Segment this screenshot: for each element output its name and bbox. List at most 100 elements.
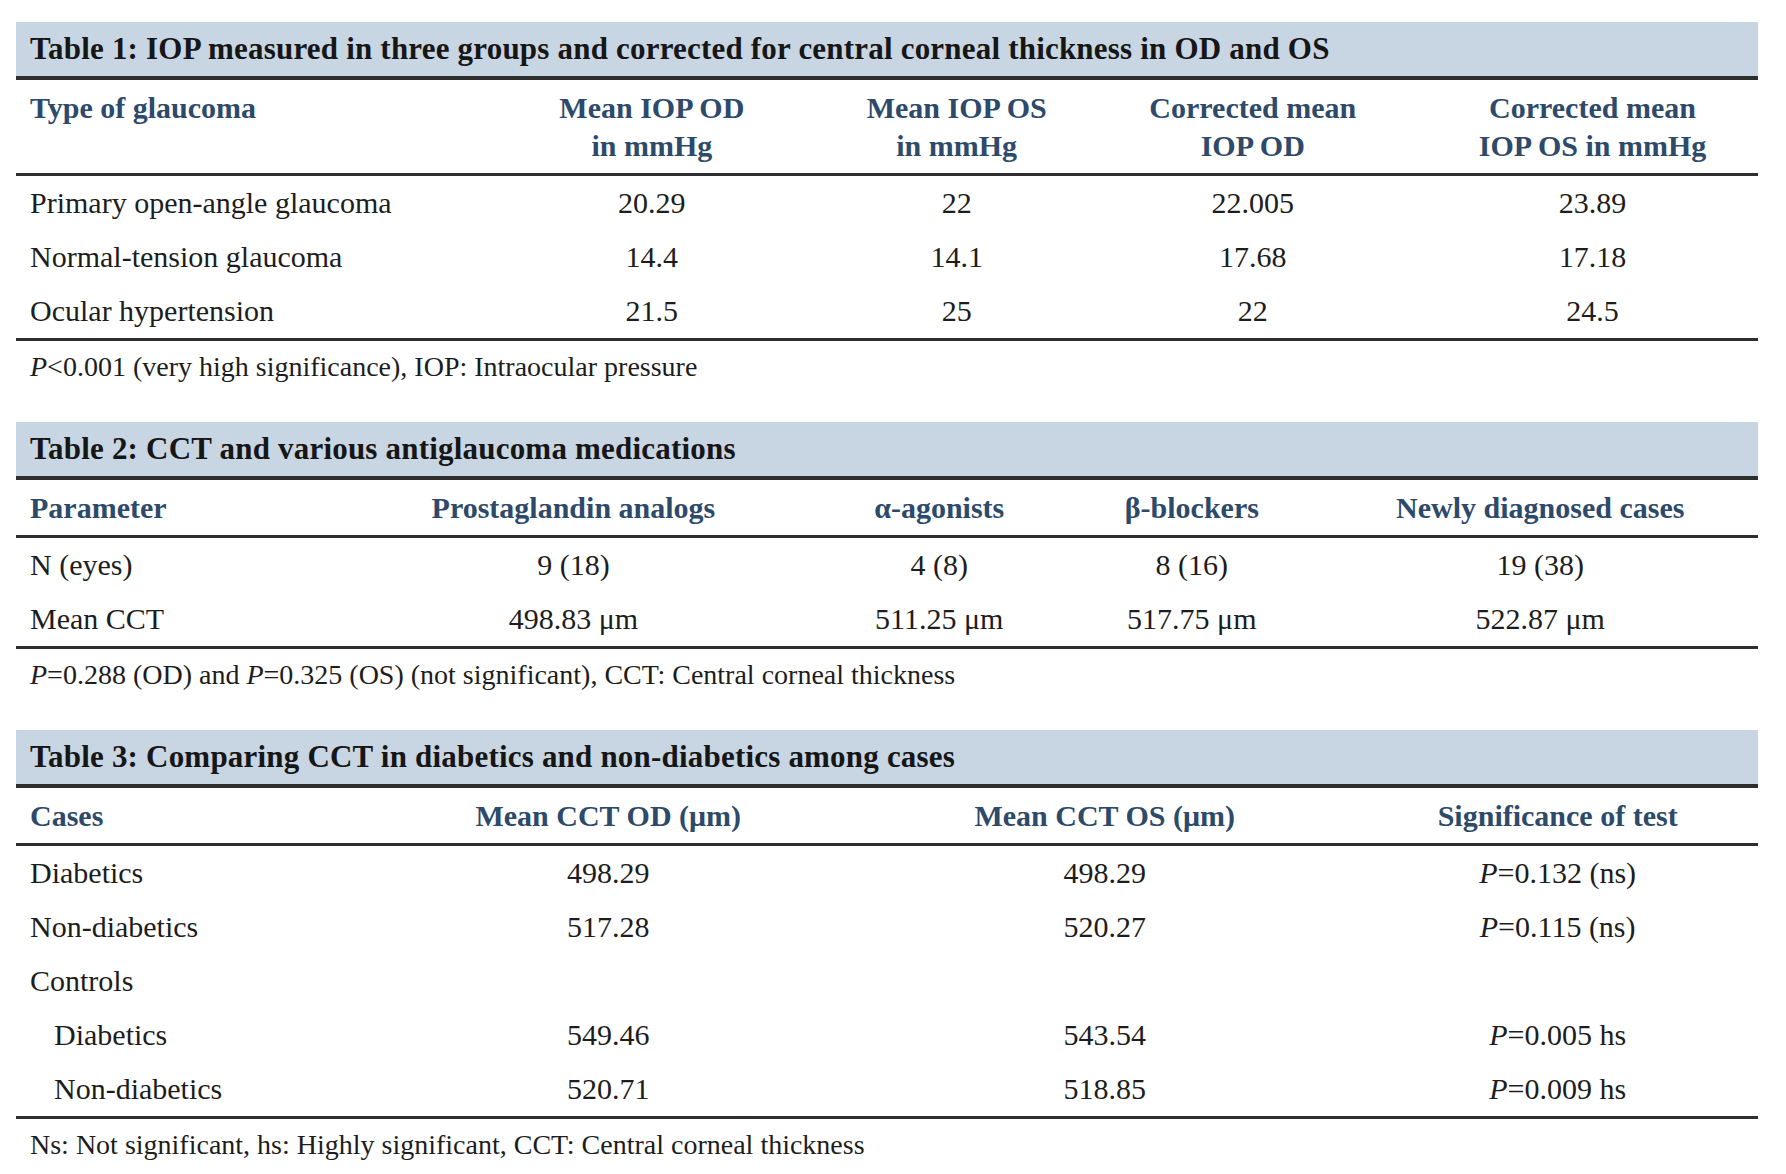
- data-cell: 518.85: [852, 1062, 1357, 1118]
- table-2-header-row: Parameter Prostaglandin analogs α-agonis…: [16, 480, 1758, 537]
- table-3-title: Table 3: Comparing CCT in diabetics and …: [16, 730, 1758, 788]
- table-3-footnote: Ns: Not significant, hs: Highly signific…: [16, 1119, 1758, 1162]
- data-cell: 522.87 μm: [1322, 592, 1758, 648]
- table-3-header-row: Cases Mean CCT OD (μm) Mean CCT OS (μm) …: [16, 788, 1758, 845]
- row-label: Mean CCT: [16, 592, 330, 648]
- data-cell: 498.29: [852, 845, 1357, 901]
- row-label: Non-diabetics: [16, 1062, 364, 1118]
- data-cell: 498.29: [364, 845, 852, 901]
- p-symbol: P: [1489, 1018, 1507, 1051]
- row-label: Ocular hypertension: [16, 284, 469, 340]
- data-cell: 520.27: [852, 900, 1357, 954]
- data-cell: 543.54: [852, 1008, 1357, 1062]
- table-row: N (eyes) 9 (18) 4 (8) 8 (16) 19 (38): [16, 537, 1758, 593]
- row-label: Primary open-angle glaucoma: [16, 175, 469, 231]
- table-row: Diabetics 549.46 543.54 P=0.005 hs: [16, 1008, 1758, 1062]
- data-cell: 511.25 μm: [817, 592, 1061, 648]
- group-label: Controls: [16, 954, 364, 1008]
- table-1-footnote: P<0.001 (very high significance), IOP: I…: [16, 341, 1758, 384]
- data-cell: 17.18: [1427, 230, 1758, 284]
- data-cell: 21.5: [469, 284, 835, 340]
- table-row: Ocular hypertension 21.5 25 22 24.5: [16, 284, 1758, 340]
- data-cell: 20.29: [469, 175, 835, 231]
- significance-cell: P=0.115 (ns): [1357, 900, 1758, 954]
- p-value: =0.009 hs: [1508, 1072, 1627, 1105]
- data-cell: 24.5: [1427, 284, 1758, 340]
- p-value: =0.005 hs: [1508, 1018, 1627, 1051]
- data-cell: 23.89: [1427, 175, 1758, 231]
- data-cell: 14.1: [835, 230, 1079, 284]
- data-cell: 517.28: [364, 900, 852, 954]
- table-2-title: Table 2: CCT and various antiglaucoma me…: [16, 422, 1758, 480]
- p-symbol: P: [1489, 1072, 1507, 1105]
- significance-cell: [1357, 954, 1758, 1008]
- table-2: Parameter Prostaglandin analogs α-agonis…: [16, 480, 1758, 650]
- data-cell: 25: [835, 284, 1079, 340]
- p-value: =0.132 (ns): [1498, 856, 1637, 889]
- significance-cell: P=0.009 hs: [1357, 1062, 1758, 1118]
- footnote-p-symbol: P: [30, 351, 47, 382]
- data-cell: 8 (16): [1061, 537, 1322, 593]
- row-label: Non-diabetics: [16, 900, 364, 954]
- row-label: Normal-tension glaucoma: [16, 230, 469, 284]
- column-header: Mean CCT OD (μm): [364, 788, 852, 845]
- column-header: Corrected mean IOP OS in mmHg: [1427, 80, 1758, 175]
- data-cell: 22.005: [1079, 175, 1427, 231]
- data-cell: 14.4: [469, 230, 835, 284]
- p-symbol: P: [1479, 856, 1497, 889]
- table-row: Primary open-angle glaucoma 20.29 22 22.…: [16, 175, 1758, 231]
- significance-cell: P=0.005 hs: [1357, 1008, 1758, 1062]
- table-1: Type of glaucoma Mean IOP OD in mmHg Mea…: [16, 80, 1758, 341]
- row-label: N (eyes): [16, 537, 330, 593]
- column-header: Cases: [16, 788, 364, 845]
- data-cell: 22: [835, 175, 1079, 231]
- column-header: Parameter: [16, 480, 330, 537]
- column-header: Prostaglandin analogs: [330, 480, 818, 537]
- column-header: Type of glaucoma: [16, 80, 469, 175]
- table-row: Diabetics 498.29 498.29 P=0.132 (ns): [16, 845, 1758, 901]
- column-header: Newly diagnosed cases: [1322, 480, 1758, 537]
- footnote-text: =0.325 (OS) (not significant), CCT: Cent…: [264, 659, 956, 690]
- table-2-footnote: P=0.288 (OD) and P=0.325 (OS) (not signi…: [16, 649, 1758, 692]
- table-3-section: Table 3: Comparing CCT in diabetics and …: [16, 730, 1758, 1162]
- table-row-group-heading: Controls: [16, 954, 1758, 1008]
- table-1-title: Table 1: IOP measured in three groups an…: [16, 22, 1758, 80]
- footnote-text: Ns: Not significant, hs: Highly signific…: [30, 1129, 865, 1160]
- row-label: Diabetics: [16, 845, 364, 901]
- data-cell: 498.83 μm: [330, 592, 818, 648]
- data-cell: [852, 954, 1357, 1008]
- data-cell: 19 (38): [1322, 537, 1758, 593]
- column-header: Mean CCT OS (μm): [852, 788, 1357, 845]
- table-row: Mean CCT 498.83 μm 511.25 μm 517.75 μm 5…: [16, 592, 1758, 648]
- column-header: β-blockers: [1061, 480, 1322, 537]
- table-1-section: Table 1: IOP measured in three groups an…: [16, 22, 1758, 384]
- table-row: Non-diabetics 520.71 518.85 P=0.009 hs: [16, 1062, 1758, 1118]
- table-3: Cases Mean CCT OD (μm) Mean CCT OS (μm) …: [16, 788, 1758, 1120]
- p-symbol: P: [1480, 910, 1498, 943]
- column-header: Significance of test: [1357, 788, 1758, 845]
- column-header: Mean IOP OS in mmHg: [835, 80, 1079, 175]
- footnote-p-symbol: P: [246, 659, 263, 690]
- footnote-text: <0.001 (very high significance), IOP: In…: [47, 351, 697, 382]
- footnote-p-symbol: P: [30, 659, 47, 690]
- table-row: Normal-tension glaucoma 14.4 14.1 17.68 …: [16, 230, 1758, 284]
- significance-cell: P=0.132 (ns): [1357, 845, 1758, 901]
- data-cell: [364, 954, 852, 1008]
- data-cell: 4 (8): [817, 537, 1061, 593]
- data-cell: 517.75 μm: [1061, 592, 1322, 648]
- column-header: α-agonists: [817, 480, 1061, 537]
- column-header: Corrected mean IOP OD: [1079, 80, 1427, 175]
- page: Table 1: IOP measured in three groups an…: [0, 0, 1786, 1162]
- table-1-header-row: Type of glaucoma Mean IOP OD in mmHg Mea…: [16, 80, 1758, 175]
- row-label: Diabetics: [16, 1008, 364, 1062]
- table-row: Non-diabetics 517.28 520.27 P=0.115 (ns): [16, 900, 1758, 954]
- data-cell: 549.46: [364, 1008, 852, 1062]
- data-cell: 520.71: [364, 1062, 852, 1118]
- table-2-section: Table 2: CCT and various antiglaucoma me…: [16, 422, 1758, 692]
- data-cell: 17.68: [1079, 230, 1427, 284]
- p-value: =0.115 (ns): [1498, 910, 1635, 943]
- data-cell: 9 (18): [330, 537, 818, 593]
- column-header: Mean IOP OD in mmHg: [469, 80, 835, 175]
- data-cell: 22: [1079, 284, 1427, 340]
- footnote-text: =0.288 (OD) and: [47, 659, 246, 690]
